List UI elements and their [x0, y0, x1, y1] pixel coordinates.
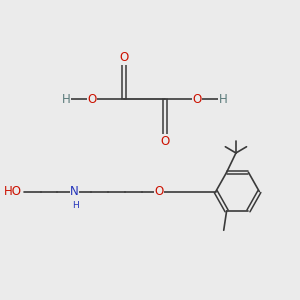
Text: H: H: [61, 93, 70, 106]
Text: O: O: [88, 93, 97, 106]
Text: O: O: [119, 51, 129, 64]
Text: H: H: [72, 201, 79, 210]
Text: O: O: [160, 135, 170, 148]
Text: HO: HO: [4, 185, 22, 198]
Text: O: O: [192, 93, 201, 106]
Text: H: H: [219, 93, 227, 106]
Text: N: N: [70, 185, 79, 198]
Text: O: O: [154, 185, 163, 198]
